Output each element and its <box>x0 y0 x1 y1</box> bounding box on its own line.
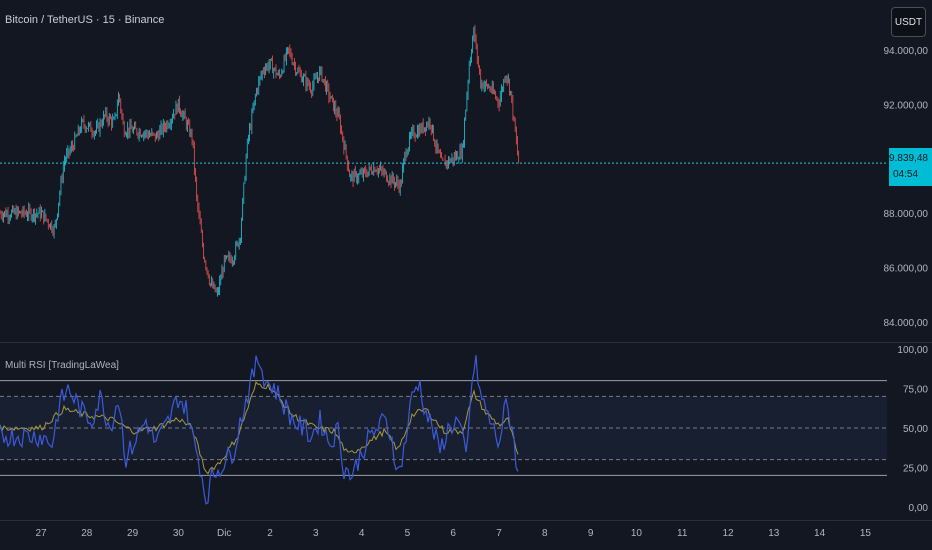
time-axis-label: 30 <box>173 528 185 539</box>
time-axis-label: 29 <box>127 528 139 539</box>
rsi-axis-label: 100,00 <box>897 345 928 356</box>
bar-countdown: 04:54 <box>893 169 918 180</box>
time-axis-label: 10 <box>631 528 643 539</box>
currency-button[interactable]: USDT <box>891 7 926 37</box>
time-axis-label: 8 <box>542 528 548 539</box>
price-axis-label: 88.000,00 <box>884 209 929 220</box>
time-axis-label: 12 <box>722 528 734 539</box>
time-axis-label: 28 <box>81 528 93 539</box>
time-axis-label: 3 <box>313 528 319 539</box>
time-axis-label: 14 <box>814 528 826 539</box>
price-axis-label: 94.000,00 <box>884 46 929 57</box>
price-axis-label: 86.000,00 <box>884 264 929 275</box>
time-axis-label: 27 <box>35 528 47 539</box>
time-axis-label: 6 <box>450 528 456 539</box>
time-axis-label: 15 <box>860 528 872 539</box>
symbol-title: Bitcoin / TetherUS · 15 · Binance <box>5 14 165 26</box>
rsi-axis-label: 75,00 <box>903 385 928 396</box>
price-axis-label: 84.000,00 <box>884 318 929 329</box>
price-axis-label: 92.000,00 <box>884 100 929 111</box>
time-axis-label: 4 <box>359 528 365 539</box>
time-axis-label: 13 <box>768 528 780 539</box>
current-price-tag <box>889 148 932 186</box>
time-axis-label: Dic <box>217 528 231 539</box>
current-price-label: 89.839,48 <box>884 153 929 164</box>
indicator-title[interactable]: Multi RSI [TradingLaWea] <box>5 360 119 371</box>
rsi-axis-label: 50,00 <box>903 424 928 435</box>
time-axis-label: 5 <box>405 528 411 539</box>
time-axis-label: 7 <box>496 528 502 539</box>
time-axis-label: 2 <box>267 528 273 539</box>
rsi-axis-label: 0,00 <box>909 503 929 514</box>
rsi-fast-line <box>0 355 519 505</box>
time-axis-label: 9 <box>588 528 594 539</box>
rsi-axis-label: 25,00 <box>903 464 928 475</box>
time-axis-label: 11 <box>677 528 688 539</box>
